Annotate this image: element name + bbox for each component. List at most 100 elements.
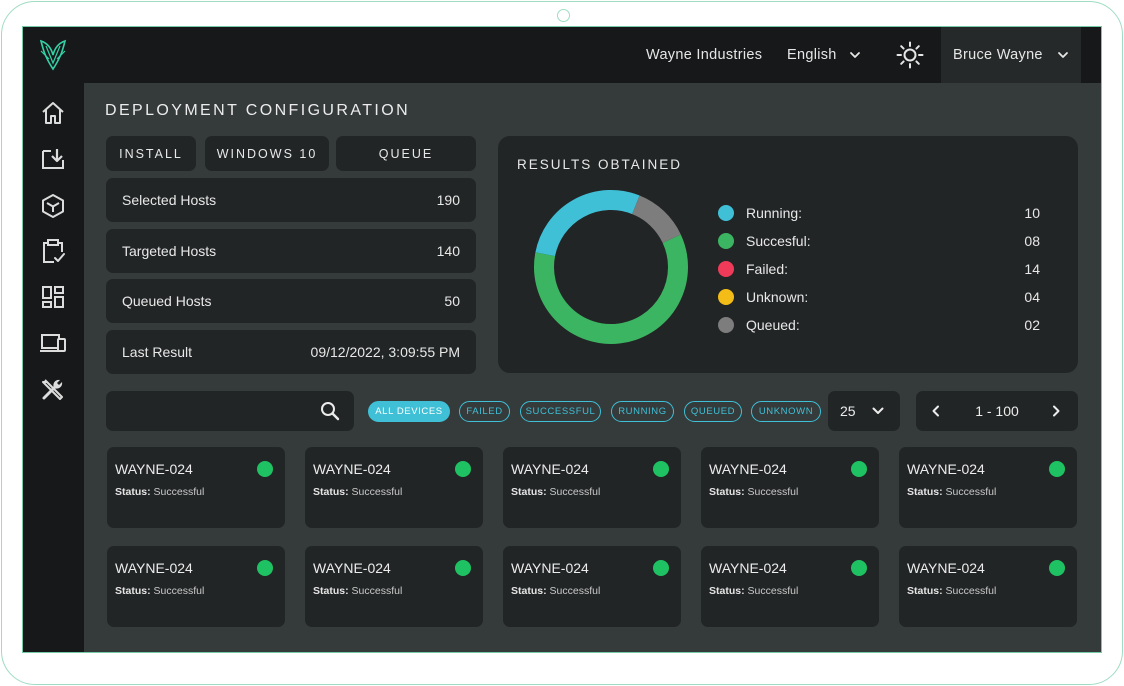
device-card[interactable]: WAYNE-024 Status: Successful (305, 447, 483, 528)
status-dot (851, 560, 867, 576)
donut-slice-successful (534, 234, 688, 344)
device-status: Status: Successful (709, 585, 798, 597)
status-value: Successful (549, 486, 601, 498)
sidebar (23, 83, 84, 652)
device-status: Status: Successful (907, 486, 996, 498)
pagination: 1 - 100 (916, 391, 1078, 431)
status-dot (455, 461, 471, 477)
device-card[interactable]: WAYNE-024 Status: Successful (503, 546, 681, 627)
company-name: Wayne Industries (646, 47, 763, 63)
device-card[interactable]: WAYNE-024 Status: Successful (701, 447, 879, 528)
cube-icon[interactable] (39, 192, 67, 220)
device-status: Status: Successful (313, 486, 402, 498)
sun-icon[interactable] (896, 41, 924, 69)
stat-label: Selected Hosts (122, 192, 217, 208)
device-status: Status: Successful (115, 486, 204, 498)
legend-value: 14 (1024, 261, 1040, 277)
device-name: WAYNE-024 (907, 560, 985, 576)
device-card[interactable]: WAYNE-024 Status: Successful (899, 546, 1077, 627)
status-value: Successful (153, 585, 205, 597)
status-dot (1049, 461, 1065, 477)
legend-value: 04 (1024, 289, 1040, 305)
status-value: Successful (945, 585, 997, 597)
device-card[interactable]: WAYNE-024 Status: Successful (701, 546, 879, 627)
device-status: Status: Successful (511, 486, 600, 498)
status-value: Successful (153, 486, 205, 498)
filter-chip-unknown[interactable]: UNKNOWN (751, 401, 821, 422)
status-label: Status: (313, 486, 349, 498)
status-label: Status: (115, 585, 151, 597)
device-status: Status: Successful (115, 585, 204, 597)
clipboard-check-icon[interactable] (39, 237, 67, 265)
legend-label: Unknown: (746, 289, 809, 305)
search-input[interactable] (116, 399, 311, 423)
status-value: Successful (747, 486, 799, 498)
chevron-right-icon[interactable] (1048, 403, 1064, 419)
device-status: Status: Successful (511, 585, 600, 597)
queued-hosts-row: Queued Hosts 50 (106, 279, 476, 323)
filter-chip-all-devices[interactable]: ALL DEVICES (368, 401, 450, 422)
status-dot (1049, 560, 1065, 576)
status-dot (653, 560, 669, 576)
device-name: WAYNE-024 (115, 461, 193, 477)
filter-chip-successful[interactable]: SUCCESSFUL (520, 401, 601, 422)
windows-10-button[interactable]: WINDOWS 10 (205, 136, 329, 171)
status-label: Status: (907, 486, 943, 498)
status-label: Status: (511, 486, 547, 498)
device-card[interactable]: WAYNE-024 Status: Successful (503, 447, 681, 528)
search-icon[interactable] (319, 400, 341, 422)
legend-successful: Succesful: 08 (718, 231, 1040, 251)
status-dot (257, 461, 273, 477)
device-name: WAYNE-024 (709, 560, 787, 576)
device-status: Status: Successful (709, 486, 798, 498)
app-screen: Wayne Industries English Bruce Wayne (22, 26, 1102, 653)
legend-label: Queued: (746, 317, 800, 333)
install-button[interactable]: INSTALL (106, 136, 196, 171)
download-tray-icon[interactable] (39, 145, 67, 173)
status-dot (851, 461, 867, 477)
devices-icon[interactable] (39, 329, 67, 357)
tools-icon[interactable] (39, 375, 67, 403)
chevron-down-icon (872, 407, 884, 414)
legend-value: 02 (1024, 317, 1040, 333)
status-value: Successful (351, 486, 403, 498)
user-menu[interactable]: Bruce Wayne (941, 27, 1081, 83)
user-name: Bruce Wayne (953, 47, 1043, 63)
donut-slice-running (535, 190, 640, 257)
legend-value: 10 (1024, 205, 1040, 221)
filter-chip-running[interactable]: RUNNING (611, 401, 674, 422)
legend-queued: Queued: 02 (718, 315, 1040, 335)
status-value: Successful (945, 486, 997, 498)
stat-value: 190 (436, 192, 460, 208)
queue-button[interactable]: QUEUE (336, 136, 476, 171)
dashboard-grid-icon[interactable] (39, 283, 67, 311)
device-search (106, 391, 354, 431)
device-card[interactable]: WAYNE-024 Status: Successful (107, 546, 285, 627)
home-icon[interactable] (39, 99, 67, 127)
status-value: Successful (549, 585, 601, 597)
status-label: Status: (709, 486, 745, 498)
language-select[interactable]: English (787, 45, 863, 65)
device-status: Status: Successful (907, 585, 996, 597)
device-name: WAYNE-024 (511, 461, 589, 477)
legend-dot (718, 233, 734, 249)
legend-dot (718, 317, 734, 333)
language-label: English (787, 47, 837, 63)
status-dot (455, 560, 471, 576)
filter-chip-queued[interactable]: QUEUED (684, 401, 742, 422)
legend-dot (718, 205, 734, 221)
device-card[interactable]: WAYNE-024 Status: Successful (107, 447, 285, 528)
device-card[interactable]: WAYNE-024 Status: Successful (899, 447, 1077, 528)
status-label: Status: (511, 585, 547, 597)
device-card[interactable]: WAYNE-024 Status: Successful (305, 546, 483, 627)
legend-failed: Failed: 14 (718, 259, 1040, 279)
per-page-select[interactable]: 25 (828, 391, 900, 431)
per-page-value: 25 (840, 403, 856, 419)
chevron-left-icon[interactable] (928, 403, 944, 419)
status-label: Status: (907, 585, 943, 597)
wayne-logo-icon[interactable] (37, 37, 69, 73)
device-name: WAYNE-024 (115, 560, 193, 576)
status-dot (257, 560, 273, 576)
filter-chip-failed[interactable]: FAILED (459, 401, 510, 422)
results-panel: RESULTS OBTAINED Running: 10 Succesful: … (498, 136, 1078, 373)
